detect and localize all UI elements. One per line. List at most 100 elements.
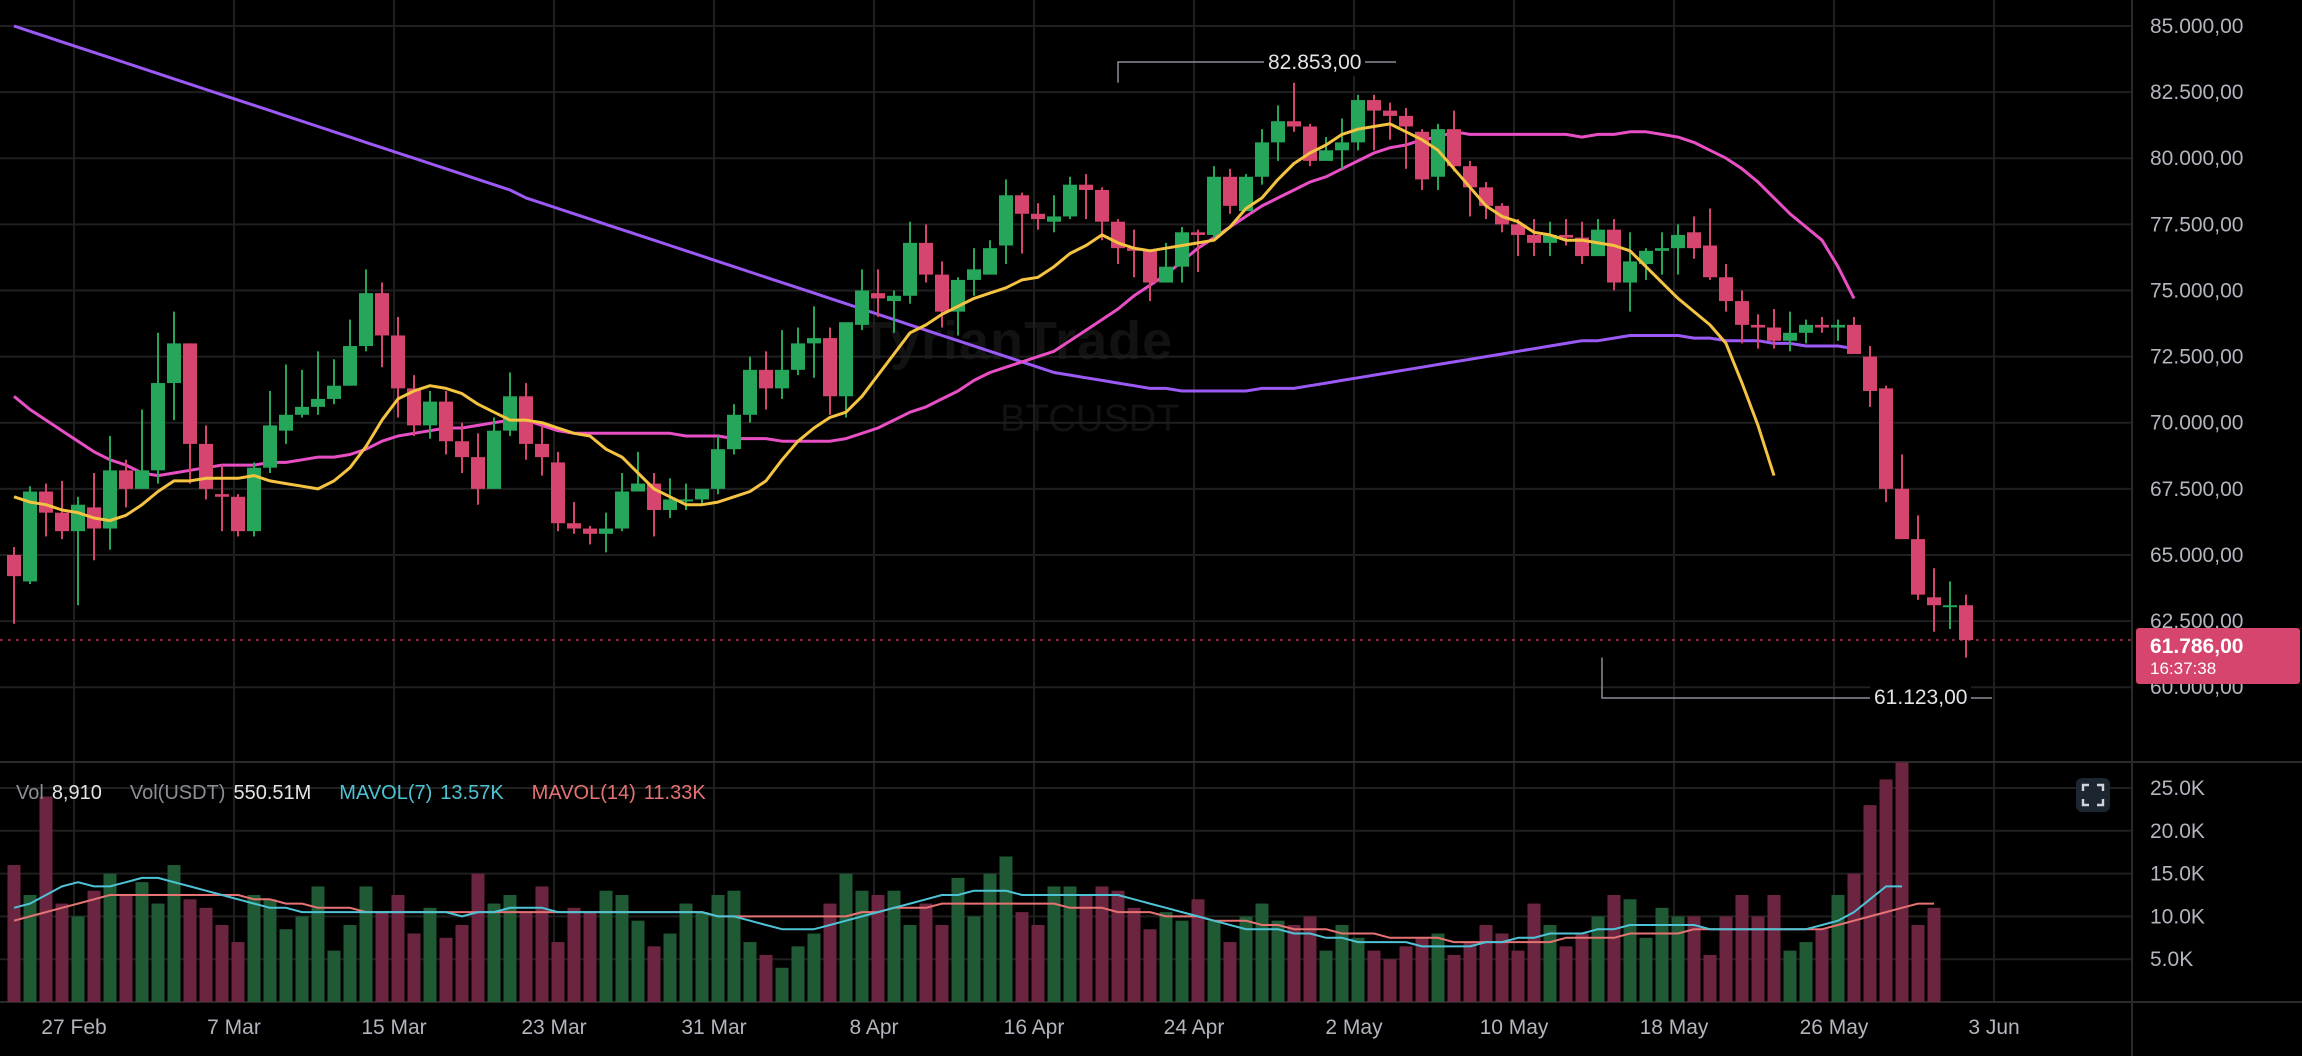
candle-body [999, 195, 1013, 246]
candle-body [775, 369, 789, 389]
candle-body [903, 242, 917, 296]
candle-body [1879, 388, 1893, 489]
candle-body [1079, 184, 1093, 190]
candle [855, 269, 869, 331]
volume-bars [7, 762, 1941, 1002]
candle [327, 359, 341, 405]
candle [1303, 123, 1317, 167]
candle-body [1447, 129, 1461, 167]
candle [263, 390, 277, 473]
candle [1687, 216, 1701, 259]
candle-body [119, 470, 133, 489]
candle-body [1191, 232, 1205, 235]
candle-body [1959, 605, 1973, 640]
candle-body [1751, 324, 1765, 328]
candle-body [151, 383, 165, 471]
candle-body [1063, 184, 1077, 217]
candle-body [135, 470, 149, 489]
candle-body [1671, 234, 1685, 249]
candle [1143, 250, 1157, 302]
volume-bar [1015, 912, 1029, 1002]
volume-bar [215, 924, 229, 1002]
volume-bar [1111, 890, 1125, 1002]
price-tick-label: 72.500,00 [2150, 346, 2243, 369]
volume-bar [1239, 916, 1253, 1002]
candle-body [887, 295, 901, 302]
candle-body [39, 491, 53, 513]
volume-bar [631, 920, 645, 1002]
volume-bar [1095, 886, 1109, 1002]
candle [791, 327, 805, 376]
volume-bar [855, 890, 869, 1002]
volume-bar [535, 886, 549, 1002]
candle-body [855, 290, 869, 325]
volume-bar [1287, 924, 1301, 1002]
volume-bar [1495, 933, 1509, 1002]
candle-body [1255, 142, 1269, 177]
volume-bar [615, 895, 629, 1002]
candle [1671, 224, 1685, 275]
candle [1127, 229, 1141, 278]
volume-bar [791, 946, 805, 1002]
candle [887, 290, 901, 333]
candle [1047, 195, 1061, 233]
price-tick-label: 62.500,00 [2150, 610, 2243, 633]
candle [1351, 94, 1365, 151]
candle-body [1335, 142, 1349, 151]
candle [1927, 568, 1941, 632]
candle [1623, 232, 1637, 312]
time-tick-label: 18 May [1640, 1016, 1709, 1039]
volume-bar [455, 924, 469, 1002]
candle-body [1239, 176, 1253, 212]
volume-bar [407, 933, 421, 1002]
candle-body [1511, 224, 1525, 235]
last-price-value: 61.786,00 [2150, 635, 2244, 658]
candle [1223, 168, 1237, 214]
volume-bar [391, 895, 405, 1002]
candle-body [967, 269, 981, 280]
volume-bar [1719, 916, 1733, 1002]
ma-mid-line [13, 130, 1856, 478]
ma-short-line [13, 122, 1776, 523]
candle [935, 261, 949, 328]
volume-bar [1047, 886, 1061, 1002]
candle-body [471, 457, 485, 489]
candle-body [1463, 166, 1477, 188]
candle-body [1815, 324, 1829, 328]
volume-tick-label: 10.0K [2150, 905, 2205, 928]
candle [1431, 123, 1445, 190]
candle [1943, 581, 1957, 630]
candle-body [1719, 277, 1733, 302]
candle-body [375, 293, 389, 336]
candle-body [343, 346, 357, 386]
volume-bar [247, 895, 261, 1002]
fullscreen-button[interactable] [2076, 778, 2110, 812]
volume-bar [839, 873, 853, 1002]
candle [1319, 137, 1333, 161]
candle [839, 322, 853, 418]
time-tick-label: 2 May [1325, 1016, 1383, 1039]
candle [423, 390, 437, 439]
candle [1783, 311, 1797, 352]
candle [295, 369, 309, 418]
expand-icon [2081, 783, 2105, 807]
legend-vol-usdt: Vol(USDT) 550.51M [130, 782, 311, 805]
candle [215, 465, 229, 532]
candle-body [1607, 229, 1621, 283]
candles [7, 82, 1973, 658]
volume-bar [1559, 946, 1573, 1002]
volume-bar [1079, 895, 1093, 1002]
volume-bar [647, 946, 661, 1002]
candle [407, 375, 421, 436]
candle-body [1367, 100, 1381, 111]
candle [1383, 102, 1397, 140]
volume-bar [775, 967, 789, 1002]
candle [1895, 454, 1909, 540]
candle [231, 494, 245, 537]
time-tick-label: 15 Mar [361, 1016, 426, 1039]
volume-bar [1159, 912, 1173, 1002]
volume-bar [1063, 886, 1077, 1002]
candle-body [583, 528, 597, 534]
volume-bar [1543, 924, 1557, 1002]
